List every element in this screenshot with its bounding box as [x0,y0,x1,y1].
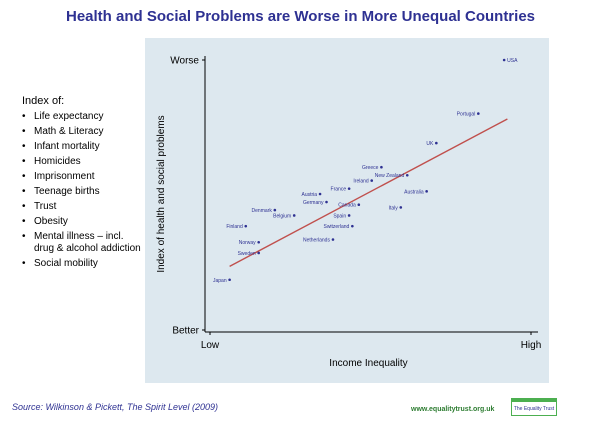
point-label: Japan [213,278,227,284]
point-label: UK [426,141,434,147]
data-point [228,278,231,282]
data-point [347,214,351,217]
x-axis-title: Income Inequality [329,358,407,369]
point-label: Denmark [252,208,273,214]
data-point [399,206,403,209]
point-label: Switzerland [323,224,349,230]
data-point [257,251,260,255]
point-label: France [331,187,347,193]
data-point [351,224,354,228]
index-item: Homicides [22,156,144,168]
index-item: Obesity [22,216,144,228]
data-point [325,200,328,204]
data-point [357,203,361,207]
index-item: Teenage births [22,186,144,198]
point-label: Austria [301,192,317,198]
data-point [380,165,383,169]
point-label: USA [507,58,518,64]
index-item: Life expectancy [22,111,144,123]
data-point [477,112,480,115]
website-link[interactable]: www.equalitytrust.org.uk [411,406,495,413]
point-label: Spain [333,213,346,219]
point-label: Greece [362,165,379,171]
data-point [331,238,335,241]
regression-line [229,118,508,267]
data-point [405,173,409,177]
index-item: Math & Literacy [22,126,144,138]
data-point [435,141,438,145]
chart-title: Health and Social Problems are Worse in … [66,8,535,25]
point-label: New Zealand [375,173,405,179]
data-point [257,240,260,244]
index-list: Life expectancy Math & Literacy Infant m… [22,111,144,270]
y-tick-label: Better [172,326,199,337]
data-point [502,58,506,62]
data-point [244,224,248,228]
point-label: Portugal [457,112,476,118]
y-tick-label: Worse [170,56,199,67]
index-item: Infant mortality [22,141,144,153]
index-item: Trust [22,201,144,213]
index-heading: Index of: [22,95,65,107]
x-tick-label: High [521,340,542,351]
data-point [273,208,277,212]
point-label: Finland [226,224,243,230]
equality-trust-logo: The Equality Trust [511,398,557,416]
data-point [370,179,374,182]
data-point [425,190,428,193]
scatter-chart: Better Worse Low High Income Inequality Index… [156,56,542,370]
chart-panel [145,38,549,383]
point-label: Belgium [273,213,291,219]
data-point [292,214,296,217]
point-label: Norway [239,240,256,246]
index-item: Social mobility [22,258,144,270]
index-item: Mental illness – incl. drug & alcohol ad… [22,231,144,255]
x-tick-label: Low [201,340,220,351]
source-note: Source: Wilkinson & Pickett, The Spirit … [12,402,219,412]
data-point [318,192,322,196]
point-label: Italy [389,205,399,211]
point-label: Netherlands [303,238,330,244]
point-label: Australia [404,189,424,195]
point-label: Ireland [353,179,369,185]
point-label: Germany [303,200,324,206]
y-axis-title: Index of health and social problems [156,115,167,272]
data-point [347,187,351,190]
point-label: Sweden [238,251,256,257]
point-label: Canada [338,203,356,209]
index-legend: Index of: Life expectancy Math & Literac… [22,95,144,273]
index-item: Imprisonment [22,171,144,183]
